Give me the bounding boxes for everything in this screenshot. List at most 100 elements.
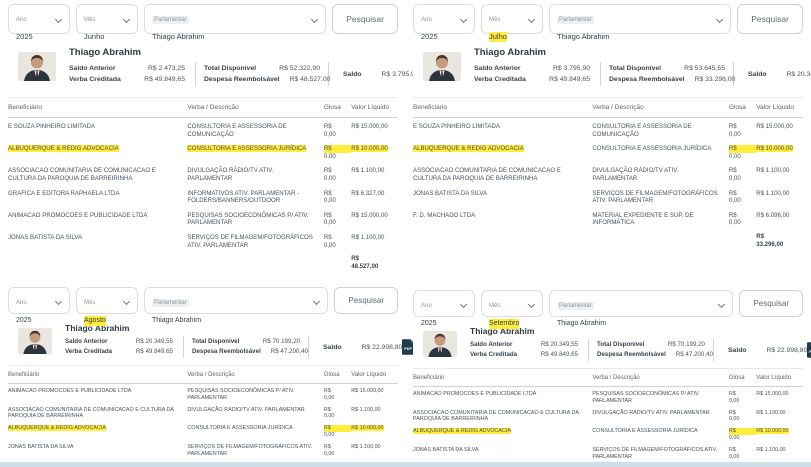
glosa-cell: R$ 0,00 <box>323 443 335 457</box>
valor-liquido-cell: R$ 1.100,00 <box>351 406 381 413</box>
glosa-cell: R$ 0,00 <box>323 388 335 401</box>
saldo-value: R$ 3.795,90 <box>381 70 419 78</box>
beneficiario-cell: JONAS BATISTA DA SILVA <box>8 443 74 450</box>
beneficiario-cell: ANIMACAO PROMOCOES E PUBLICIDADE LTDA <box>413 391 537 397</box>
parliamentarian-select[interactable]: Parlamentar Thiago Abrahim <box>549 290 734 327</box>
valor-liquido-cell: R$ 1.100,00 <box>351 167 385 175</box>
beneficiario-cell: JONAS BATISTA DA SILVA <box>413 189 488 197</box>
verba-descricao-cell: SERVIÇOS DE FILMAGEM/FOTOGRÁFICOS ATIV. … <box>592 189 718 205</box>
search-button[interactable]: Pesquisar <box>739 290 803 317</box>
table-row: JONAS BATISTA DA SILVA SERVIÇOS DE FILMA… <box>413 185 803 207</box>
chevron-down-icon <box>459 15 468 24</box>
glosa-cell: R$ 0,00 <box>323 145 352 160</box>
verba-descricao-cell: INFORMATIVOS ATIV. PARLAMENTAR - FOLDERS… <box>187 189 300 205</box>
valor-liquido-cell: R$ 6.096,00 <box>756 211 790 219</box>
chevron-down-icon <box>122 297 131 306</box>
verba-descricao-cell: PESQUISAS SOCIOECONÔMICAS P/ ATIV. PARLA… <box>187 388 295 401</box>
glosa-cell: R$ 0,00 <box>728 145 757 160</box>
beneficiario-cell: E SOUZA PINHEIRO LIMITADA <box>413 123 500 130</box>
header-beneficiario: Beneficiário <box>8 104 42 111</box>
despesa-reembolsavel-label: Despesa Reembolsável <box>597 351 666 358</box>
filter-bar: Ano 2025 Mês Agosto Parlamentar Thiago A… <box>8 287 398 326</box>
saldo-anterior-value: R$ 2.473,25 <box>147 65 185 72</box>
chevron-down-icon <box>527 300 536 309</box>
member-summary: Thiago Abrahim Saldo Anterior R$ 3.795,90… <box>413 47 811 86</box>
search-button[interactable]: Pesquisar <box>334 287 398 314</box>
despesa-reembolsavel-value: R$ 33.296,00 <box>694 76 736 83</box>
svg-text:PDF: PDF <box>404 346 412 351</box>
valor-liquido-cell: R$ 10.000,00 <box>351 425 384 432</box>
parliamentarian-select-label: Parlamentar <box>557 16 594 24</box>
valor-liquido-cell: R$ 1.100,00 <box>351 233 385 241</box>
year-select-value: 2025 <box>421 320 437 327</box>
beneficiario-cell: JONAS BATISTA DA SILVA <box>413 446 479 453</box>
chevron-down-icon <box>54 297 63 306</box>
valor-liquido-cell: R$ 10.000,00 <box>351 145 388 153</box>
despesa-reembolsavel-value: R$ 47.200,40 <box>270 348 308 355</box>
parliamentarian-select-value: Thiago Abrahim <box>152 317 202 324</box>
expenses-table: Beneficiário Verba / Descrição Glosa Val… <box>413 368 803 467</box>
chevron-down-icon <box>527 15 536 24</box>
header-verba: Verba / Descrição <box>592 104 644 111</box>
saldo-value: R$ 22.998,80 <box>766 346 808 354</box>
pdf-icon[interactable]: PDF <box>807 342 811 358</box>
glosa-cell: R$ 0,00 <box>323 406 335 420</box>
member-summary: Thiago Abrahim Saldo Anterior R$ 20.349,5… <box>8 323 415 358</box>
month-select-label: Mês <box>489 17 501 23</box>
month-select[interactable]: Mês Setembro <box>481 290 543 329</box>
verba-creditada-label: Verba Creditada <box>65 348 113 355</box>
verba-creditada-value: R$ 49.849,65 <box>549 76 590 83</box>
parliamentarian-select-label: Parlamentar <box>152 16 189 24</box>
verba-descricao-cell: PESQUISAS SOCIOECONÔMICAS P/ ATIV. PARLA… <box>187 211 309 227</box>
verba-descricao-cell: CONSULTORIA E ASSESSORIA DE COMUNICAÇÃO <box>187 123 287 138</box>
parliamentarian-select[interactable]: Parlamentar Thiago Abrahim <box>549 4 732 41</box>
despesa-reembolsavel-label: Despesa Reembolsável <box>609 76 685 83</box>
header-glosa: Glosa <box>323 372 340 378</box>
year-select[interactable]: Ano 2025 <box>8 287 70 324</box>
month-select-value: Julho <box>489 32 507 42</box>
parliamentarian-select[interactable]: Parlamentar Thiago Abrahim <box>144 287 329 324</box>
year-select[interactable]: Ano 2025 <box>8 4 70 41</box>
search-button[interactable]: Pesquisar <box>332 4 398 34</box>
avatar <box>18 52 56 81</box>
month-select[interactable]: Mês Julho <box>481 4 543 42</box>
year-select[interactable]: Ano 2025 <box>413 4 475 41</box>
total-disponivel-label: Total Disponível <box>609 65 661 72</box>
chevron-down-icon <box>311 15 319 24</box>
saldo-label: Saldo <box>728 346 747 354</box>
valor-liquido-cell: R$ 1.100,00 <box>756 189 790 197</box>
valor-liquido-cell: R$ 15.000,00 <box>756 123 793 130</box>
table-row: JONAS BATISTA DA SILVA SERVIÇOS DE FILMA… <box>8 440 398 459</box>
filter-bar: Ano 2025 Mês Junho Parlamentar Thiago Ab… <box>8 4 398 41</box>
saldo-value: R$ 22.998,80 <box>361 343 403 351</box>
header-verba: Verba / Descrição <box>592 375 640 381</box>
valor-liquido-cell: R$ 1.100,00 <box>756 167 790 175</box>
table-row: JONAS BATISTA DA SILVA SERVIÇOS DE FILMA… <box>8 229 398 251</box>
verba-creditada-label: Verba Creditada <box>474 76 526 83</box>
total-disponivel-value: R$ 70.199,20 <box>667 341 705 348</box>
month-select[interactable]: Mês Junho <box>76 4 138 41</box>
filter-bar: Ano 2025 Mês Julho Parlamentar Thiago Ab… <box>413 4 803 42</box>
verba-creditada-label: Verba Creditada <box>69 76 121 83</box>
parliamentarian-select[interactable]: Parlamentar Thiago Abrahim <box>144 4 327 41</box>
year-select-value: 2025 <box>16 32 33 41</box>
table-row: ALBUQUERQUE & REDIG ADVOCACIA CONSULTORI… <box>413 424 803 443</box>
search-button[interactable]: Pesquisar <box>737 4 803 34</box>
header-valor: Valor Líquido <box>756 104 795 111</box>
year-select-label: Ano <box>421 303 432 309</box>
year-select-value: 2025 <box>16 317 32 324</box>
year-select[interactable]: Ano 2025 <box>413 290 475 327</box>
table-header: Beneficiário Verba / Descrição Glosa Val… <box>413 97 803 118</box>
header-valor: Valor Líquido <box>756 375 792 381</box>
total-disponivel-label: Total Disponível <box>204 65 256 72</box>
glosa-cell: R$ 0,00 <box>728 391 740 404</box>
year-select-value: 2025 <box>421 32 438 41</box>
saldo-label: Saldo <box>343 70 362 78</box>
month-select[interactable]: Mês Agosto <box>76 287 138 326</box>
year-select-label: Ano <box>16 17 27 23</box>
beneficiario-cell: ASSOCIACAO COMUNITARIA DE COMUNICACAO E … <box>8 167 156 182</box>
beneficiario-cell: ALBUQUERQUE & REDIG ADVOCACIA <box>8 145 119 153</box>
header-verba: Verba / Descrição <box>187 104 239 111</box>
table-row: GRAFICA E EDITORA RAPHAELA LTDA INFORMAT… <box>8 185 398 207</box>
header-glosa: Glosa <box>728 375 745 381</box>
